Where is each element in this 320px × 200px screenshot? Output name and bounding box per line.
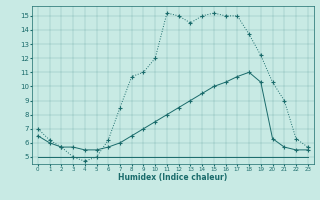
- X-axis label: Humidex (Indice chaleur): Humidex (Indice chaleur): [118, 173, 228, 182]
